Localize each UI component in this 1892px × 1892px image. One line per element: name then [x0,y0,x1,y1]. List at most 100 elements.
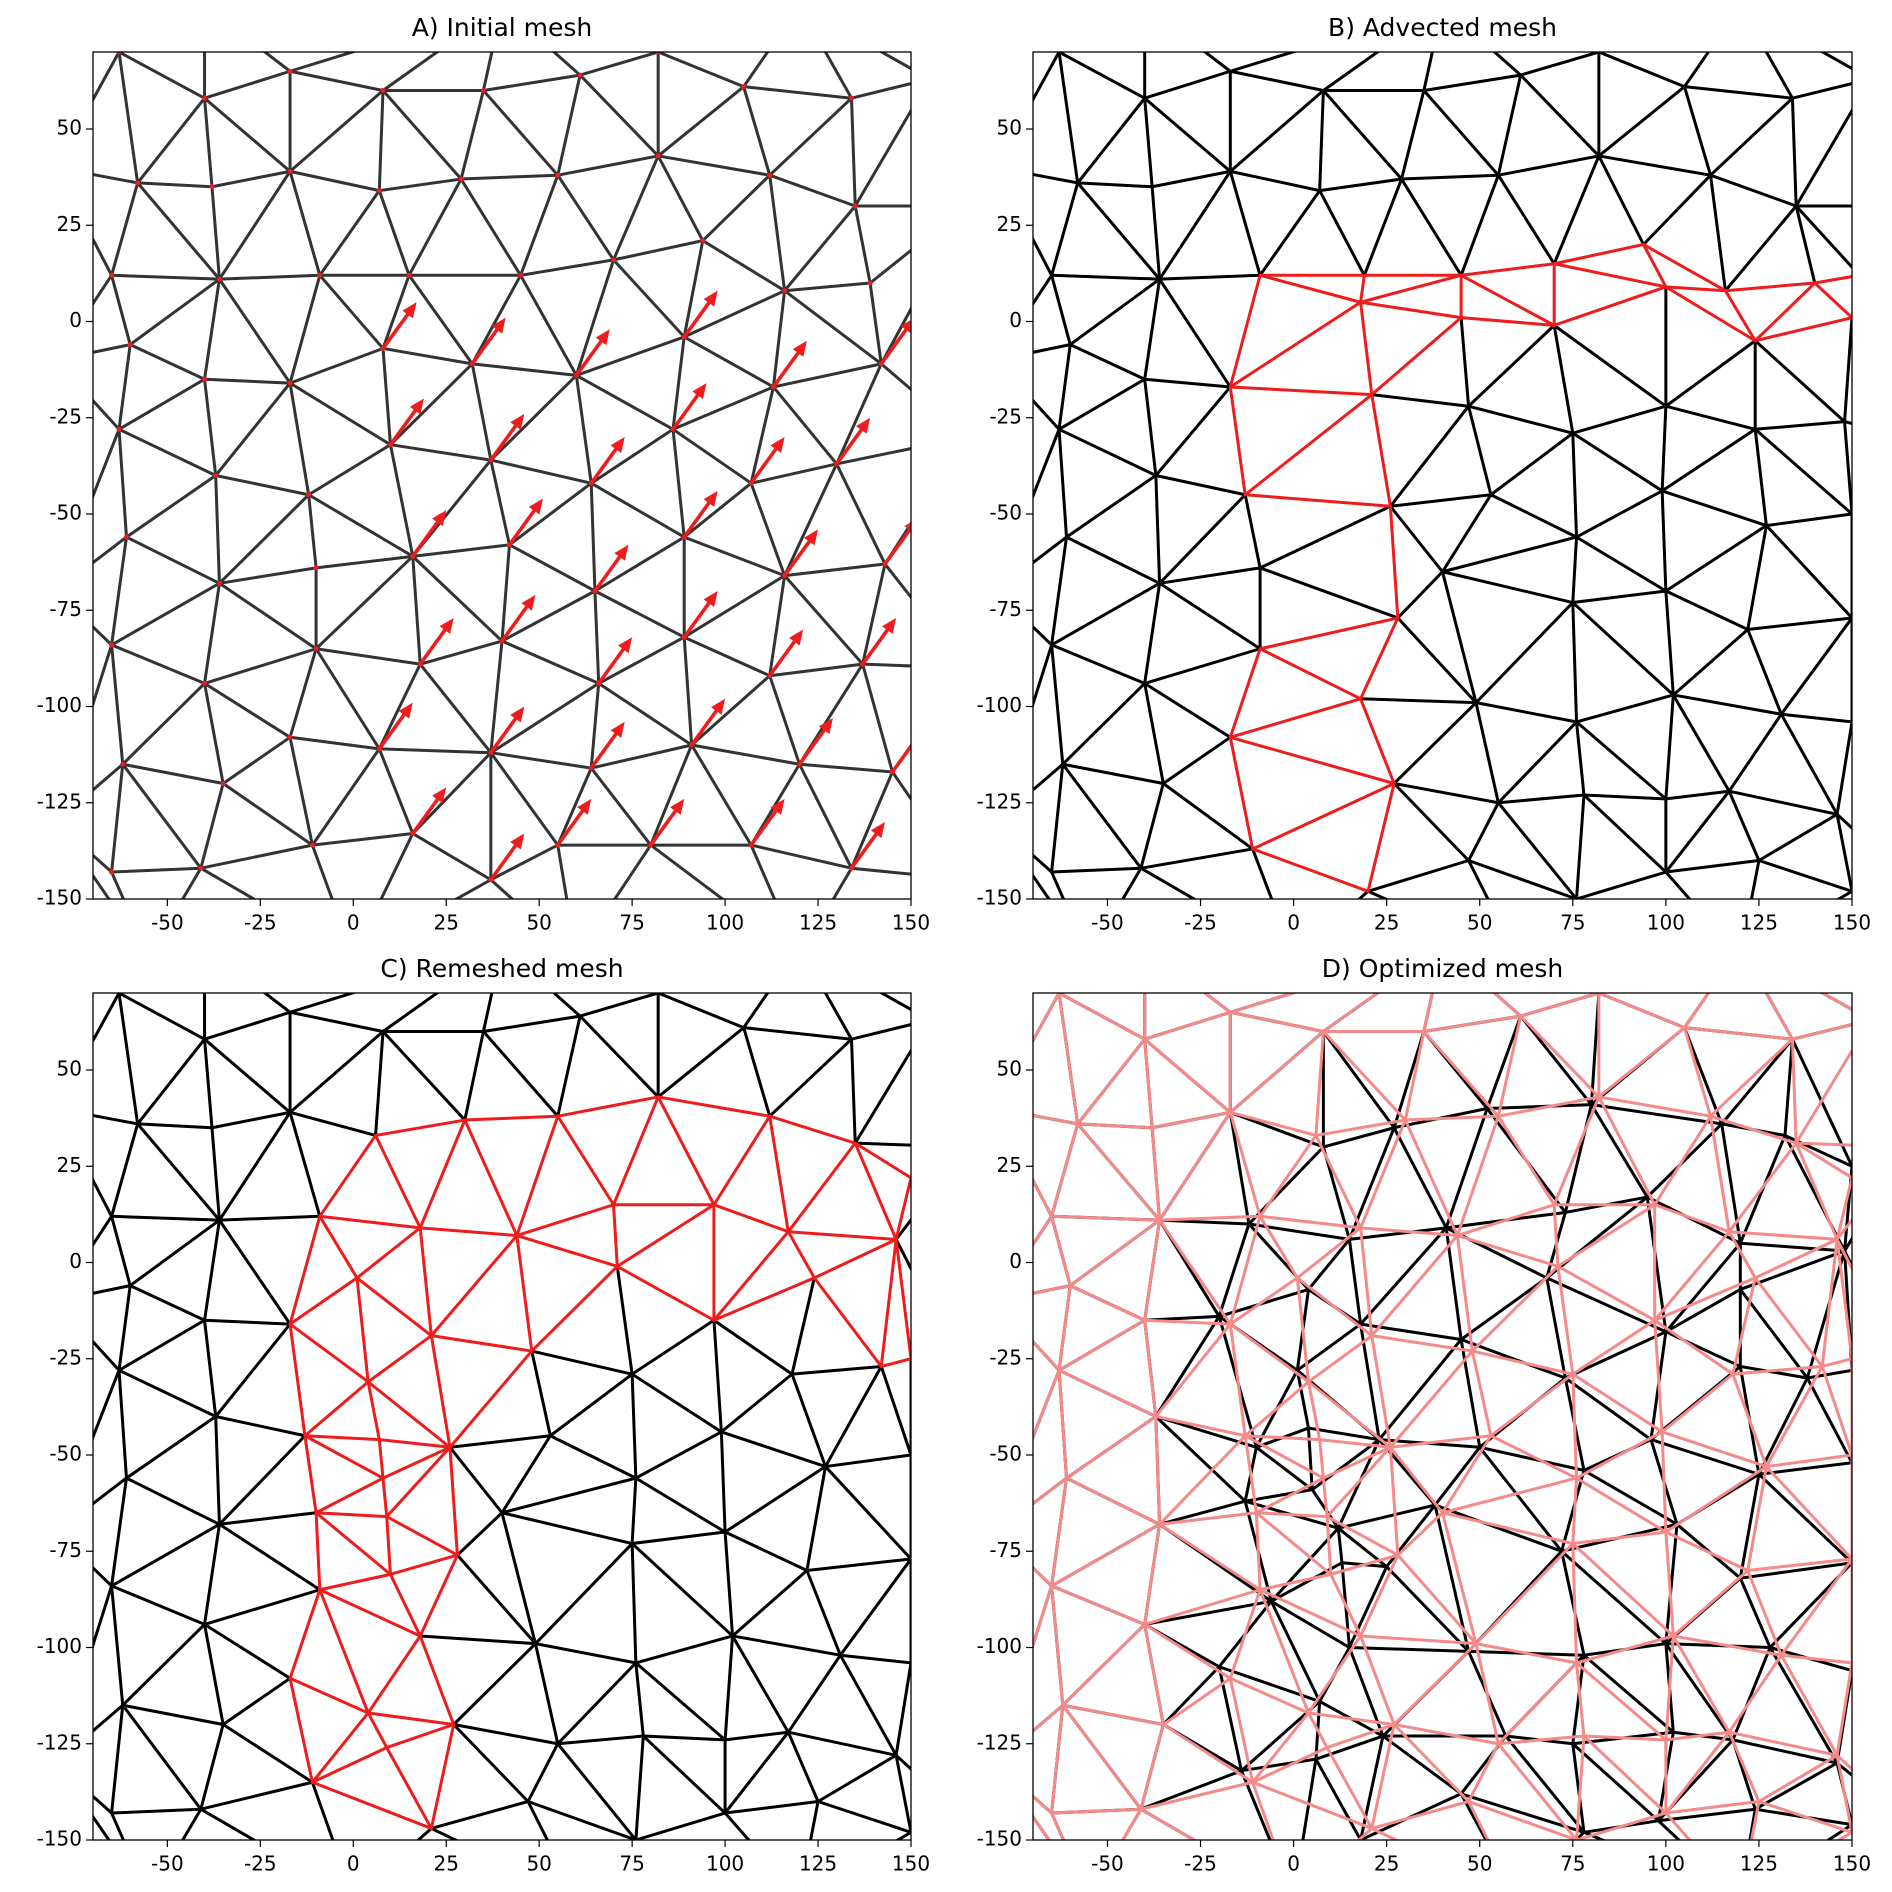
mesh-node [655,153,661,159]
mesh-edge [1057,993,1147,1041]
mesh-edge [1597,1026,1686,1099]
mesh-edge [1819,993,1852,1012]
mesh-edge [1850,719,1852,724]
mesh-edge [217,1218,292,1326]
mesh-edge [128,343,207,381]
mesh-edge [1033,1177,1054,1218]
x-tick-label: 75 [619,911,644,935]
mesh-edge [1228,52,1298,73]
mesh-edge [701,239,787,293]
mesh-edge [515,1203,616,1238]
y-tick-label: -150 [37,886,82,910]
mesh-edge [1143,1218,1162,1322]
mesh-edge [1388,504,1400,620]
mesh-node [700,238,706,244]
mesh-edge [1143,681,1165,785]
x-tick-label: -50 [1091,911,1124,935]
mesh-edge [303,1434,385,1480]
mesh-edge [136,1037,207,1126]
mesh-edge [210,1110,292,1130]
mesh-edge [723,1730,790,1815]
mesh-edge [1239,1757,1318,1773]
mesh-edge [288,1110,322,1218]
mesh-edge [1597,1095,1713,1118]
mesh-edge [288,1676,370,1715]
mesh-edge [878,993,911,1012]
mesh-edge [110,643,207,685]
mesh-edge [418,639,504,666]
mesh-edge [1033,624,1054,647]
mesh-edge [1859,206,1892,275]
mesh-edge [1794,1141,1852,1180]
mesh-edge [288,273,322,385]
mesh-edge [1571,1542,1675,1638]
mesh-edge [1850,1830,1852,1834]
mesh-edge [630,1318,716,1376]
mesh-edge [388,443,493,462]
mesh-edge [481,1014,582,1033]
mesh-edge [470,273,523,366]
mesh-edge [1764,993,1794,1041]
mesh-edge [121,1703,203,1811]
mesh-edge [574,335,686,377]
mesh-edge [110,273,221,281]
mesh-edge [221,782,314,847]
mesh-edge [1158,581,1262,651]
mesh-edge [1485,1103,1593,1110]
x-tick-label: -50 [151,1852,184,1876]
mesh-edge [742,1026,854,1041]
mesh-edge [110,1811,126,1840]
mesh-edge [355,1276,433,1338]
mesh-edge [217,581,318,651]
mesh-edge [93,52,121,103]
mesh-edge [1474,1642,1579,1665]
x-tick-label: 125 [1740,911,1778,935]
mesh-edge [823,993,854,1041]
mesh-edge [314,647,422,666]
panel-title: A) Initial mesh [412,13,593,42]
mesh-edge [682,635,694,747]
mesh-edge [1258,189,1322,277]
mesh-edge [1682,52,1711,89]
mesh-edge [1496,1014,1523,1118]
mesh-edge [578,1014,660,1099]
mesh-edge [823,1465,911,1561]
mesh-edge [117,993,123,995]
mesh-edge [500,589,597,643]
mesh-edge [1664,789,1731,801]
mesh-edge [1571,1372,1664,1434]
mesh-edge [1794,107,1852,208]
mesh-edge [850,1022,911,1041]
quiver-arrow [649,798,685,847]
mesh-edge [1154,1322,1232,1418]
mesh-edge [1295,1368,1310,1430]
mesh-edge [1057,427,1158,477]
mesh-edge [366,1711,389,1750]
mesh-edge [1321,89,1404,181]
mesh-edge [1664,285,1757,343]
mesh-edge [1050,762,1065,874]
mesh-edge [448,1445,504,1515]
quiver-arrow [470,317,506,365]
mesh-edge [1362,177,1404,277]
mesh-edge [481,73,582,92]
mesh-edge [121,762,203,870]
mesh-edge [418,1226,519,1238]
mesh-node [116,426,122,432]
mesh-node [287,68,293,74]
mesh-edge [1143,277,1162,381]
mesh-edge [1057,993,1080,1126]
mesh-edge [1556,1264,1657,1322]
mesh-edge [1306,1711,1329,1750]
mesh-edge [1306,1334,1374,1384]
mesh-edge [507,543,597,593]
mesh-edge [418,1634,456,1726]
mesh-edge [1318,1438,1325,1480]
mesh-edge [1143,96,1154,189]
mesh-edge [1727,1730,1761,1803]
mesh-edge [1664,404,1757,431]
mesh-edge [1158,1214,1262,1222]
quiver-arrow [682,490,718,539]
x-tick-label: -25 [244,911,277,935]
mesh-edge [1251,1746,1329,1784]
